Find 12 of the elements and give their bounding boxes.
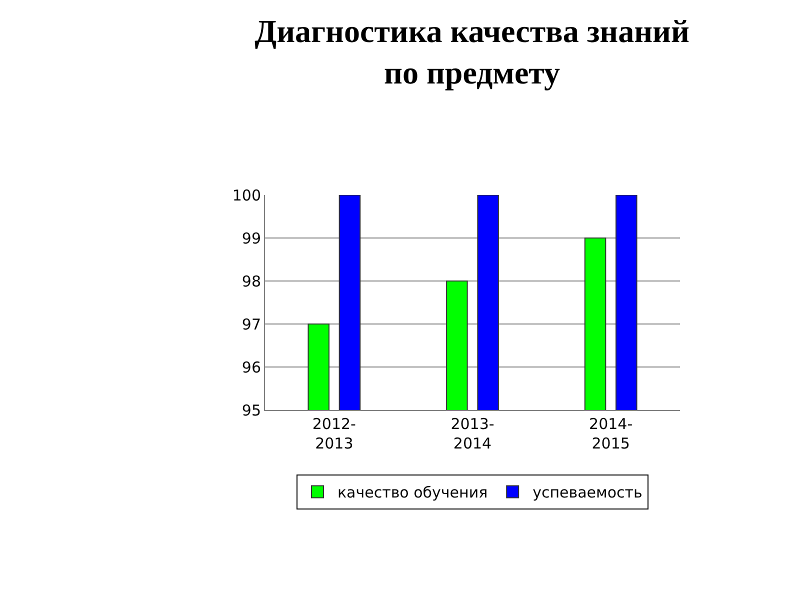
legend-label: качество обучения	[338, 484, 488, 502]
y-tick-label: 99	[242, 229, 261, 248]
y-tick-label: 100	[232, 186, 261, 204]
x-tick-label: 2012- 2013	[312, 415, 356, 452]
y-tick-label: 97	[242, 315, 261, 334]
y-tick-label: 96	[242, 358, 261, 376]
x-tick-label: 2013- 2014	[450, 415, 494, 452]
chart-title: Диагностика качества знаний по предмету	[254, 13, 690, 91]
y-tick-label: 95	[242, 401, 261, 420]
y-tick-label: 98	[242, 272, 261, 290]
legend-label: успеваемость	[532, 484, 642, 502]
x-tick-label: 2014- 2015	[589, 415, 633, 452]
